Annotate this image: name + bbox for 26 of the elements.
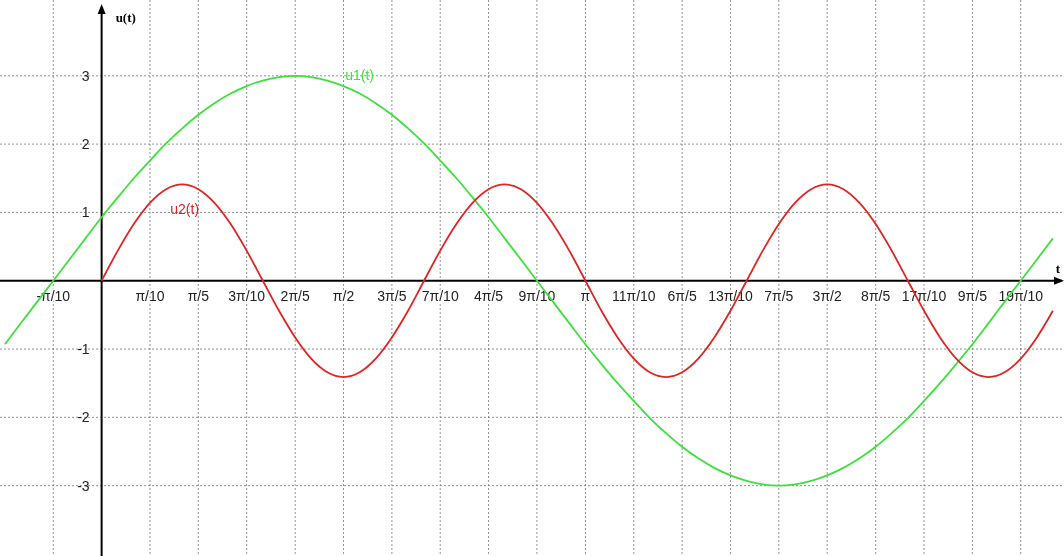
x-tick-label: 9π/5 bbox=[957, 287, 988, 304]
x-tick-label: 8π/5 bbox=[861, 287, 891, 304]
y-tick-label: 3 bbox=[81, 67, 90, 84]
y-tick-label: -1 bbox=[77, 341, 90, 358]
y-tick-label: 2 bbox=[81, 136, 90, 153]
x-tick-label: 4π/5 bbox=[474, 287, 504, 304]
x-tick-label: 6π/5 bbox=[667, 287, 697, 304]
x-tick-label: π/2 bbox=[332, 287, 355, 304]
y-tick-label: -3 bbox=[77, 477, 90, 494]
x-tick-label: π bbox=[580, 287, 591, 304]
x-tick-label: π/5 bbox=[187, 287, 210, 304]
x-tick-label: 3π/2 bbox=[812, 287, 842, 304]
series-label: u1(t) bbox=[345, 66, 374, 83]
x-tick-label: 3π/10 bbox=[228, 287, 266, 304]
x-tick-label: 7π/5 bbox=[764, 287, 794, 304]
y-tick-label: -2 bbox=[77, 409, 90, 426]
y-tick-label: 1 bbox=[81, 204, 90, 221]
y-axis-title: u(t) bbox=[115, 10, 136, 25]
line-series bbox=[100, 183, 1054, 378]
x-tick-label: π/10 bbox=[135, 287, 165, 304]
x-tick-label: 11π/10 bbox=[611, 287, 656, 304]
x-tick-label: 3π/5 bbox=[377, 287, 407, 304]
x-tick-label: 2π/5 bbox=[280, 287, 310, 304]
x-axis-title: t bbox=[1055, 260, 1061, 276]
x-tick-label: 7π/10 bbox=[421, 287, 459, 304]
series-label: u2(t) bbox=[170, 201, 200, 218]
